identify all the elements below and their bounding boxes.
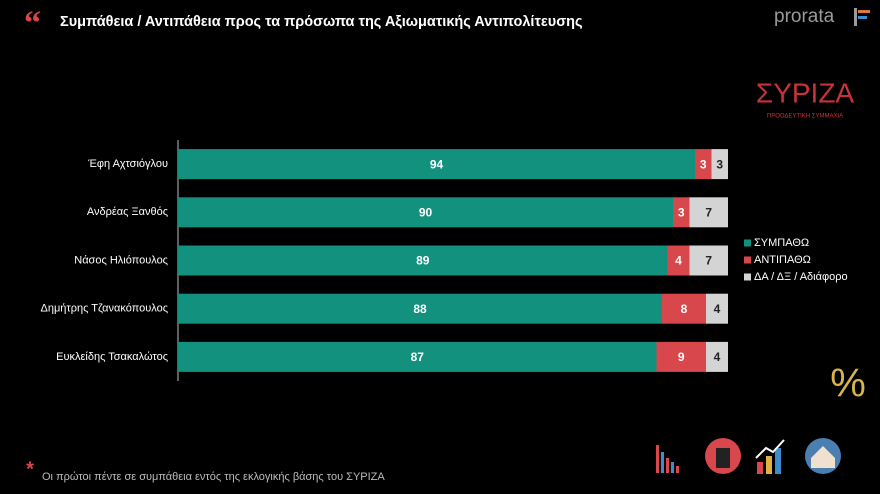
data-label: 94 — [430, 157, 444, 171]
data-label: 88 — [413, 302, 427, 316]
data-label: 7 — [705, 254, 712, 268]
brand-logo: prorata — [774, 6, 835, 27]
bar-segment — [178, 293, 662, 324]
icon — [775, 448, 781, 474]
bar-segment — [662, 293, 706, 324]
data-label: 89 — [416, 254, 430, 268]
category-label: Νάσος Ηλιόπουλος — [74, 254, 168, 266]
bar-segment — [673, 197, 690, 228]
data-label: 90 — [419, 205, 433, 219]
quote-icon: “ — [24, 5, 41, 42]
icon — [811, 446, 835, 468]
category-label: Ευκλείδης Τσακαλώτος — [56, 351, 168, 363]
legend-label: ΣΥΜΠΑΘΩ — [754, 237, 809, 249]
category-label: Έφη Αχτσιόγλου — [87, 158, 168, 170]
percent-icon: % — [830, 362, 866, 406]
chart-title: Συμπάθεια / Αντιπάθεια προς τα πρόσωπα τ… — [60, 14, 583, 30]
bar-segment — [689, 245, 728, 276]
party-subtitle: ΠΡΟΟΔΕΥΤΙΚΗ ΣΥΜΜΑΧΙΑ — [767, 114, 843, 120]
data-label: 3 — [678, 205, 685, 219]
footnote-asterisk: * — [26, 458, 34, 480]
legend-label: ΑΝΤΙΠΑΘΩ — [754, 254, 811, 266]
bar-segment — [695, 149, 712, 180]
bar-segment — [689, 197, 728, 228]
bar-segment — [656, 341, 706, 372]
bottom-icons — [656, 438, 841, 474]
icon — [656, 445, 659, 473]
data-label: 7 — [705, 205, 712, 219]
icon — [671, 462, 674, 473]
icon — [676, 466, 679, 473]
bar-segment — [178, 245, 668, 276]
icon — [755, 439, 785, 459]
data-label: 87 — [411, 350, 425, 364]
bar-segment — [667, 245, 690, 276]
icon — [661, 452, 664, 473]
category-label: Ανδρέας Ξανθός — [87, 206, 168, 218]
icon — [666, 458, 669, 473]
logo-mark — [858, 16, 867, 19]
legend-marker — [744, 273, 751, 281]
data-label: 8 — [681, 302, 688, 316]
legend-marker — [744, 239, 751, 247]
category-label: Δημήτρης Τζανακόπουλος — [41, 303, 169, 315]
bar-segment — [178, 341, 657, 372]
icon — [757, 462, 763, 474]
data-label: 4 — [714, 350, 721, 364]
legend-marker — [744, 256, 751, 264]
icon — [766, 456, 772, 474]
data-label: 9 — [678, 350, 685, 364]
bar-segment — [706, 293, 728, 324]
logo-mark — [854, 8, 857, 26]
icon — [716, 448, 730, 468]
bar-segment — [178, 149, 695, 180]
bar-segment — [706, 341, 728, 372]
data-label: 4 — [675, 254, 682, 268]
bar-segment — [711, 149, 728, 180]
party-logo: ΣΥΡΙΖΑ — [756, 77, 855, 108]
data-label: 3 — [716, 157, 723, 171]
data-label: 4 — [714, 302, 721, 316]
legend-label: ΔΑ / ΔΞ / Αδιάφορο — [754, 271, 848, 283]
data-label: 3 — [700, 157, 707, 171]
footnote: Οι πρώτοι πέντε σε συμπάθεια εντός της ε… — [42, 471, 385, 483]
bar-segment — [178, 197, 673, 228]
logo-mark — [858, 10, 870, 13]
